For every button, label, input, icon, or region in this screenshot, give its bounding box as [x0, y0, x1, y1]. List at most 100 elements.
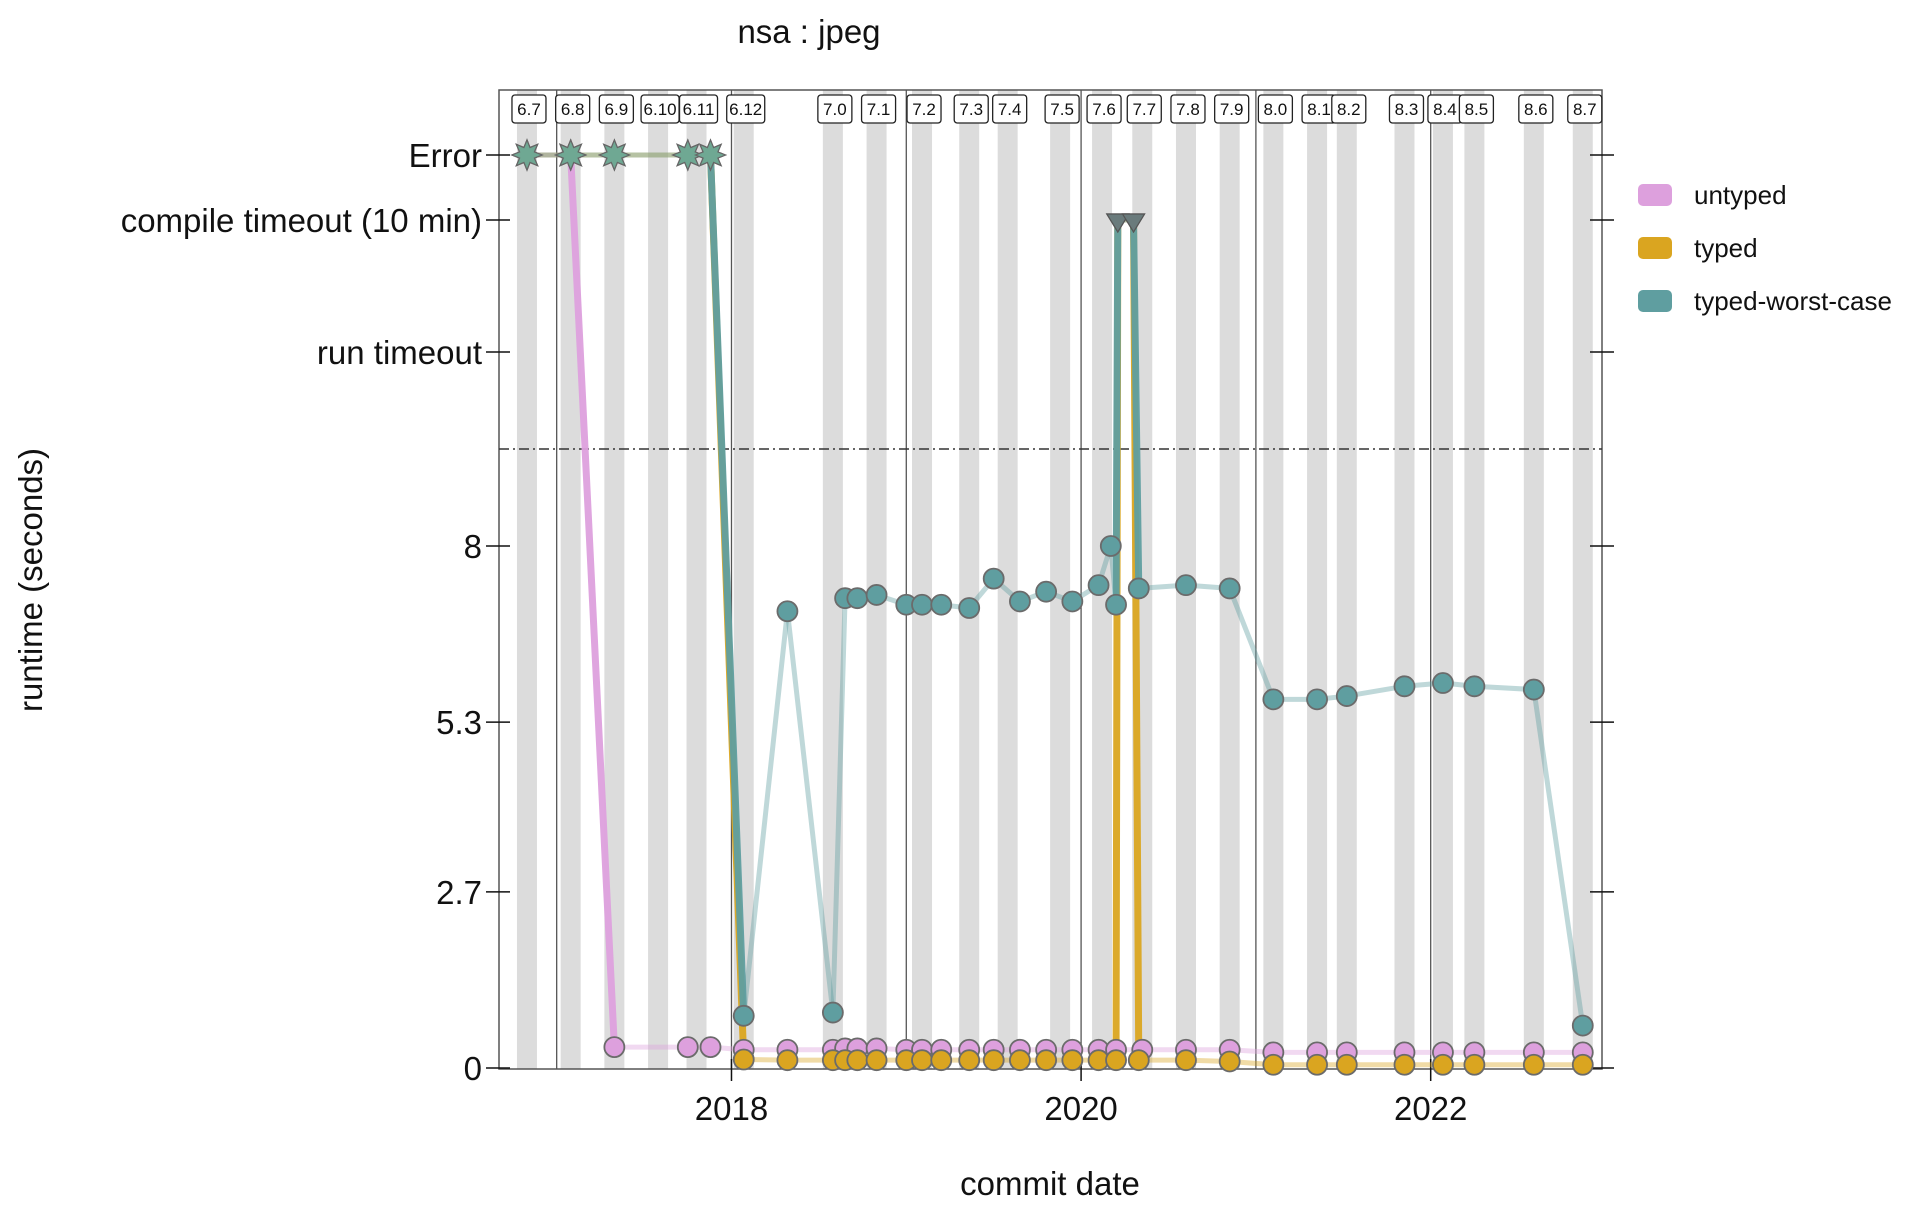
legend-swatch [1638, 237, 1672, 259]
release-label: 6.8 [555, 94, 591, 124]
typed-point [732, 1048, 755, 1071]
typed-point [846, 1049, 869, 1072]
release-label-box [726, 94, 766, 124]
release-label: 6.7 [511, 94, 547, 124]
release-label: 7.4 [992, 94, 1028, 124]
typed-worst-case-point [1127, 577, 1150, 600]
x-axis: 2018 2020 2022 [695, 1059, 1467, 1127]
typed-point [1218, 1050, 1241, 1073]
release-label: 8.0 [1257, 94, 1294, 124]
typed-worst-case-point [958, 597, 981, 619]
typed-point [958, 1049, 981, 1072]
release-label-text: 6.12 [729, 100, 762, 119]
typed-worst-case-point [1335, 685, 1358, 707]
typed-point [1393, 1053, 1416, 1076]
typed-worst-case-error-point [671, 138, 705, 172]
release-label-text: 6.8 [561, 100, 585, 119]
release-label-text: 8.6 [1524, 100, 1548, 119]
y-tick-label: Error [409, 137, 482, 174]
release-label: 6.9 [598, 94, 635, 124]
x-tick-label: 2018 [695, 1090, 768, 1127]
release-label-box [1257, 94, 1294, 124]
release-label-box [1126, 94, 1162, 124]
typed-worst-case-point [1175, 574, 1197, 597]
legend-swatch [1638, 184, 1672, 206]
release-band [516, 90, 537, 1069]
release-label-text: 7.9 [1220, 100, 1244, 119]
release-label-box [1567, 94, 1603, 124]
release-label-text: 8.5 [1465, 100, 1489, 119]
release-label-box [1170, 94, 1206, 124]
x-axis-label: commit date [960, 1165, 1140, 1202]
release-band [1394, 90, 1415, 1069]
untyped-line-segment [567, 151, 618, 1051]
release-label-text: 7.3 [959, 100, 983, 119]
release-label-text: 8.4 [1433, 100, 1457, 119]
y-tick-label: 8 [464, 528, 482, 565]
typed-worst-case-error-point [597, 138, 631, 172]
typed-worst-case-point [776, 600, 799, 623]
release-label: 6.11 [678, 94, 719, 124]
typed-point [1035, 1049, 1058, 1072]
untyped-point [603, 1036, 626, 1059]
release-label-box [860, 94, 897, 124]
release-band [1523, 90, 1544, 1069]
release-label-box [992, 94, 1028, 124]
typed-point [930, 1049, 953, 1072]
release-label-box [678, 94, 719, 124]
legend-swatch [1638, 290, 1672, 312]
typed-worst-case-point [865, 584, 888, 606]
release-bands [516, 90, 1593, 1069]
typed-point [1262, 1053, 1285, 1076]
typed-worst-case-timeout-point [1121, 213, 1146, 234]
typed-point [1175, 1049, 1197, 1072]
release-label-text: 7.6 [1092, 100, 1116, 119]
release-label-text: 8.2 [1337, 100, 1361, 119]
typed-point [911, 1049, 933, 1072]
release-label-text: 7.4 [998, 100, 1022, 119]
typed-worst-case-error-point [510, 138, 544, 172]
typed-worst-case-point [1262, 688, 1285, 711]
release-label-box [1458, 94, 1495, 124]
x-tick-label: 2020 [1044, 1090, 1117, 1127]
typed-worst-case-point [1218, 577, 1241, 600]
typed-point [1105, 1049, 1127, 1072]
release-label: 6.10 [640, 94, 680, 124]
legend-label: typed-worst-case [1694, 286, 1892, 316]
release-band [1336, 90, 1357, 1069]
release-label-box [1518, 94, 1554, 124]
release-band [604, 90, 625, 1069]
release-label: 7.2 [906, 94, 942, 124]
release-label: 8.7 [1567, 94, 1603, 124]
typed-worst-case-point [982, 567, 1005, 590]
release-label-box [1214, 94, 1250, 124]
release-label-box [817, 94, 853, 124]
x-tick-label: 2022 [1394, 1090, 1467, 1127]
legend-label: untyped [1694, 180, 1787, 210]
typed-worst-case-point [732, 1004, 755, 1027]
release-band [686, 90, 707, 1069]
release-band [1572, 90, 1593, 1069]
typed-worst-case-point [1306, 688, 1328, 711]
release-band [1050, 90, 1071, 1069]
release-label-box [953, 94, 989, 124]
release-label-box [598, 94, 635, 124]
release-label: 7.3 [953, 94, 989, 124]
release-labels: 6.7 6.8 6.9 6.10 6.11 6.12 7.0 7.1 7.2 7.3 7.4 7.5 7… [511, 94, 1603, 124]
typed-worst-case-point [1463, 675, 1486, 698]
typed-point [1335, 1053, 1358, 1076]
typed-worst-case-line-segment [741, 608, 790, 1019]
y-axis: 0 2.7 5.3 8 run timeout compile timeout (10 m… [121, 137, 1614, 1087]
typed-worst-case-point [1571, 1014, 1594, 1037]
release-band [912, 90, 933, 1069]
typed-worst-case-point [911, 593, 933, 616]
y-tick-label: 2.7 [436, 874, 482, 911]
release-label: 7.5 [1044, 94, 1080, 124]
release-label-text: 6.11 [683, 100, 715, 119]
release-band [959, 90, 980, 1069]
release-label-box [1086, 94, 1122, 124]
release-label: 7.8 [1170, 94, 1206, 124]
release-label-text: 7.7 [1132, 100, 1156, 119]
release-label-box [1388, 94, 1425, 124]
release-label-box [511, 94, 547, 124]
